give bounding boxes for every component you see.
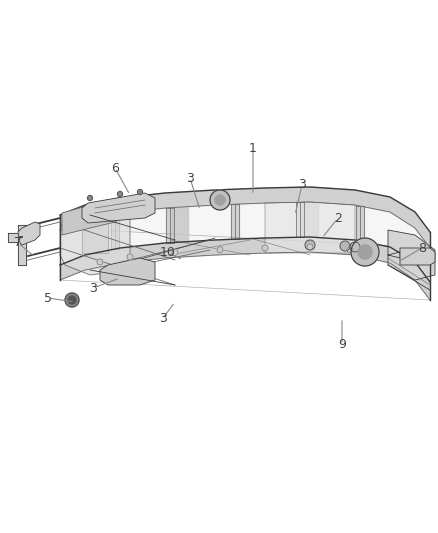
- Text: 2: 2: [334, 212, 342, 224]
- Text: 9: 9: [338, 338, 346, 351]
- Circle shape: [138, 190, 142, 195]
- Circle shape: [215, 195, 225, 205]
- Polygon shape: [18, 225, 26, 265]
- Polygon shape: [296, 202, 304, 237]
- Polygon shape: [231, 204, 239, 239]
- Text: 5: 5: [44, 292, 52, 304]
- Polygon shape: [302, 202, 318, 237]
- Text: 3: 3: [89, 281, 97, 295]
- Circle shape: [351, 238, 379, 266]
- Polygon shape: [100, 258, 155, 285]
- Text: 3: 3: [159, 311, 167, 325]
- Polygon shape: [172, 207, 188, 242]
- Circle shape: [358, 245, 372, 259]
- Circle shape: [88, 196, 92, 200]
- Circle shape: [172, 249, 178, 255]
- Circle shape: [127, 254, 133, 260]
- Text: 3: 3: [298, 179, 306, 191]
- Polygon shape: [111, 214, 119, 249]
- Polygon shape: [400, 248, 435, 265]
- Circle shape: [65, 293, 79, 307]
- Text: 7: 7: [14, 237, 22, 249]
- Polygon shape: [265, 202, 355, 253]
- Polygon shape: [60, 198, 130, 275]
- Circle shape: [68, 296, 76, 304]
- Polygon shape: [60, 202, 430, 282]
- Circle shape: [117, 191, 123, 197]
- Circle shape: [340, 241, 350, 251]
- Text: 10: 10: [160, 246, 176, 260]
- Polygon shape: [8, 233, 18, 242]
- Circle shape: [350, 242, 360, 252]
- Polygon shape: [356, 206, 364, 241]
- Polygon shape: [62, 199, 130, 235]
- Polygon shape: [166, 208, 174, 243]
- Circle shape: [97, 259, 103, 265]
- Text: 8: 8: [418, 241, 426, 254]
- Polygon shape: [60, 237, 430, 300]
- Polygon shape: [82, 218, 108, 253]
- Polygon shape: [18, 222, 40, 245]
- Polygon shape: [388, 230, 435, 280]
- Circle shape: [307, 244, 313, 250]
- Circle shape: [347, 247, 353, 253]
- Polygon shape: [60, 187, 430, 248]
- Polygon shape: [82, 193, 155, 223]
- Circle shape: [217, 247, 223, 253]
- Circle shape: [305, 240, 315, 250]
- Circle shape: [262, 245, 268, 251]
- Circle shape: [210, 190, 230, 210]
- Text: 1: 1: [249, 141, 257, 155]
- Text: 6: 6: [111, 161, 119, 174]
- Text: 3: 3: [186, 172, 194, 184]
